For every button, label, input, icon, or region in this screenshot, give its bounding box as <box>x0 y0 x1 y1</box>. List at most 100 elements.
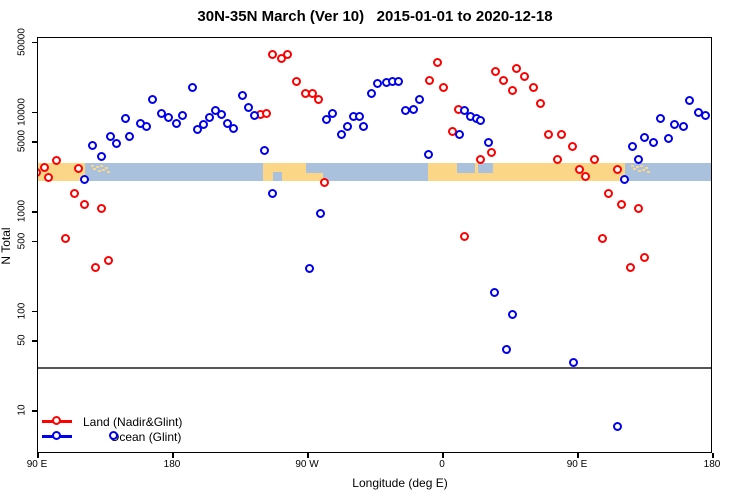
data-point-land <box>74 164 84 174</box>
data-point-ocean <box>237 91 247 101</box>
island-speckle <box>102 168 106 171</box>
island-speckle <box>104 166 108 169</box>
island-speckle <box>642 168 646 171</box>
data-point-ocean <box>684 95 694 105</box>
data-point-ocean <box>342 122 352 132</box>
legend-label: Land (Nadir&Glint) <box>83 415 183 429</box>
data-point-ocean <box>633 154 643 164</box>
data-point-land <box>39 163 49 173</box>
data-point-ocean <box>423 150 433 160</box>
island-speckle <box>95 165 99 168</box>
data-point-land <box>612 164 622 174</box>
data-point-land <box>486 148 496 158</box>
data-point-ocean <box>111 139 121 149</box>
data-point-ocean <box>372 79 382 89</box>
data-point-ocean <box>315 209 325 219</box>
data-point-ocean <box>125 131 135 141</box>
y-tick <box>32 340 37 342</box>
data-point-land <box>320 178 330 188</box>
data-point-ocean <box>459 106 469 116</box>
y-tick-label-text: 50000 <box>16 28 28 56</box>
data-point-land <box>528 83 538 93</box>
island-speckle <box>633 167 637 170</box>
data-point-land <box>507 86 517 96</box>
data-point-ocean <box>267 189 277 199</box>
island-speckle <box>97 169 101 172</box>
island-speckle <box>646 170 650 173</box>
x-tick <box>712 453 714 458</box>
threshold-line <box>37 367 712 370</box>
data-point-land <box>557 130 567 140</box>
x-tick <box>307 453 309 458</box>
ocean-notch-bottom <box>272 171 282 182</box>
data-point-land <box>282 50 292 60</box>
data-point-land <box>44 173 54 183</box>
legend-marker-circle <box>52 416 62 426</box>
data-point-ocean <box>612 421 622 431</box>
data-point-ocean <box>192 125 202 135</box>
y-tick-label-text: 5000 <box>16 130 28 153</box>
data-point-ocean <box>507 310 517 320</box>
data-point-land <box>425 76 435 86</box>
data-point-ocean <box>627 142 637 152</box>
data-point-ocean <box>321 115 331 125</box>
x-tick-label: 90 W <box>295 459 319 470</box>
data-point-land <box>536 99 546 109</box>
data-point-land <box>432 57 442 67</box>
data-point-ocean <box>222 119 232 129</box>
data-point-land <box>60 234 70 244</box>
ocean-notch-top <box>305 162 323 173</box>
data-point-land <box>476 155 486 165</box>
ocean-notch-top <box>478 162 493 173</box>
data-point-ocean <box>204 113 214 123</box>
data-point-land <box>261 109 271 119</box>
island-speckle <box>640 164 643 167</box>
data-point-land <box>626 262 636 272</box>
data-point-ocean <box>455 129 465 139</box>
data-point-ocean <box>393 77 403 87</box>
island-speckle <box>91 164 94 167</box>
data-point-land <box>590 155 600 165</box>
data-point-land <box>498 76 508 86</box>
x-tick-label: 180 <box>703 459 721 470</box>
y-tick-label-text: 1000 <box>16 199 28 223</box>
data-point-ocean <box>171 119 181 129</box>
data-point-ocean <box>164 113 174 123</box>
data-point-ocean <box>366 89 376 99</box>
data-point-ocean <box>198 120 208 130</box>
chart-title: 30N-35N March (Ver 10) 2015-01-01 to 202… <box>197 8 553 25</box>
data-point-land <box>633 204 643 214</box>
data-point-land <box>519 72 529 82</box>
data-point-land <box>96 204 106 214</box>
legend-row: Ocean (Glint) <box>42 429 242 444</box>
data-point-land <box>276 54 286 64</box>
data-point-land <box>308 89 318 99</box>
data-point-ocean <box>663 134 673 144</box>
data-point-ocean <box>147 95 157 105</box>
x-tick <box>37 453 39 458</box>
data-point-land <box>314 95 324 105</box>
data-point-land <box>69 189 79 199</box>
data-point-ocean <box>96 152 106 162</box>
data-point-ocean <box>109 431 119 441</box>
data-point-ocean <box>141 122 151 132</box>
data-point-land <box>639 252 649 262</box>
y-tick <box>32 41 37 44</box>
data-point-land <box>567 142 577 152</box>
data-point-ocean <box>87 140 97 150</box>
data-point-ocean <box>327 109 337 119</box>
y-tick <box>32 141 37 143</box>
island-speckle <box>635 165 639 168</box>
island-speckle <box>637 169 641 172</box>
x-tick <box>172 453 174 458</box>
y-tick <box>32 310 37 312</box>
legend: Land (Nadir&Glint) Ocean (Glint) <box>42 414 242 453</box>
data-point-ocean <box>249 111 259 121</box>
data-point-land <box>104 256 114 266</box>
data-point-land <box>581 172 591 182</box>
data-point-ocean <box>120 114 130 124</box>
data-point-ocean <box>408 105 418 115</box>
y-tick-label-text: 100 <box>16 302 28 319</box>
y-tick-label-text: 10000 <box>16 97 28 126</box>
